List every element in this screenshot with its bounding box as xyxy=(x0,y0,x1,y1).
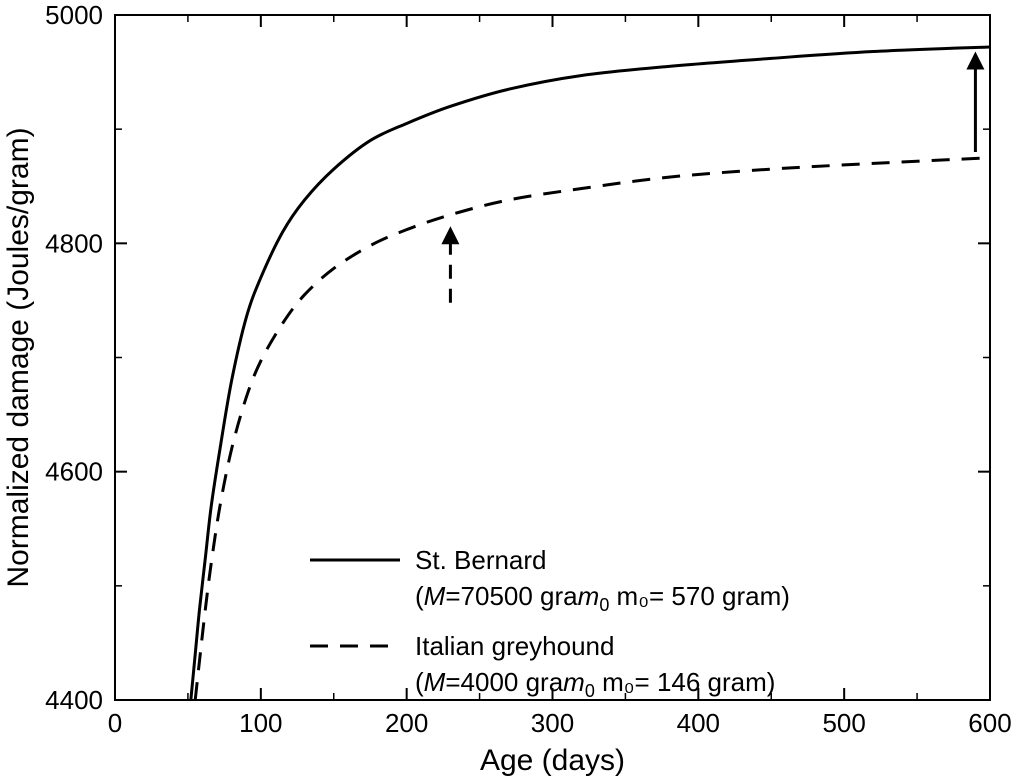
y-axis-title: Normalized damage (Joules/gram) xyxy=(2,127,35,587)
x-tick-label: 0 xyxy=(108,708,122,738)
series-line-1 xyxy=(195,158,990,700)
y-tick-label: 4400 xyxy=(45,685,103,715)
x-tick-label: 500 xyxy=(822,708,865,738)
legend-label-0: St. Bernard xyxy=(415,545,547,575)
x-axis-title: Age (days) xyxy=(480,744,625,777)
x-tick-label: 600 xyxy=(968,708,1011,738)
y-tick-label: 4600 xyxy=(45,457,103,487)
chart-svg: 0 100 200 300 400 500 600 4400 4600 4800 5000 Age (… xyxy=(0,0,1020,781)
arrow-head-1 xyxy=(441,226,459,244)
y-tick-label: 5000 xyxy=(45,0,103,30)
x-tick-label: 200 xyxy=(385,708,428,738)
y-tick-label: 4800 xyxy=(45,228,103,258)
x-tick-label: 100 xyxy=(239,708,282,738)
legend-note-1: (M=4000 gram0 m₀= 146 gram) xyxy=(415,667,775,701)
x-tick-label: 400 xyxy=(677,708,720,738)
damage-vs-age-chart: 0 100 200 300 400 500 600 4400 4600 4800 5000 Age (… xyxy=(0,0,1020,781)
x-tick-label: 300 xyxy=(531,708,574,738)
legend-label-1: Italian greyhound xyxy=(415,631,614,661)
legend-note-0: (M=70500 gram0 m₀= 570 gram) xyxy=(415,581,790,615)
arrow-head-0 xyxy=(966,52,984,70)
